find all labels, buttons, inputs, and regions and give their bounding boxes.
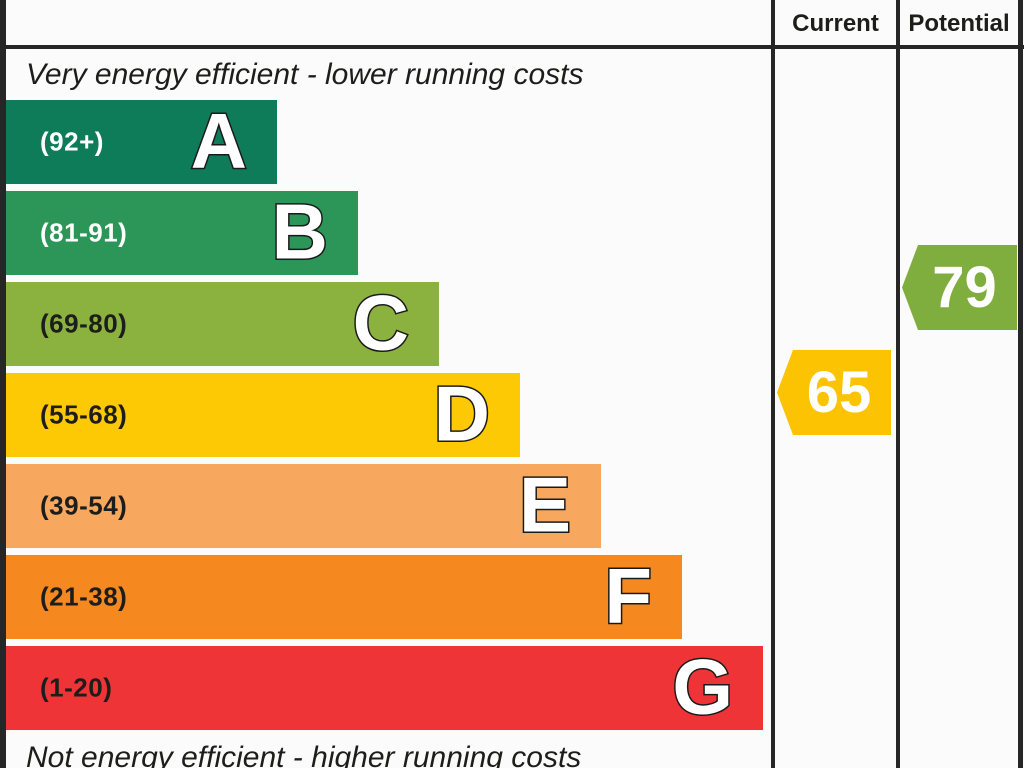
band-letter: G <box>671 642 735 731</box>
rating-band-bar: (92+) A <box>6 100 277 184</box>
potential-column-divider <box>896 0 900 768</box>
band-range-label: (21-38) <box>40 581 128 612</box>
band-range-label: (92+) <box>40 126 104 157</box>
rating-band-row: (92+) A <box>6 100 277 184</box>
band-letter: B <box>270 187 329 276</box>
band-letter: F <box>603 551 654 640</box>
rating-band-bar: (81-91) B <box>6 191 358 275</box>
current-column-header: Current <box>792 10 879 37</box>
band-letter: C <box>351 278 410 367</box>
rating-band-row: (1-20) G <box>6 646 763 730</box>
current-rating-value: 65 <box>806 359 872 425</box>
band-range-label: (69-80) <box>40 308 128 339</box>
rating-band-bar: (55-68) D <box>6 373 520 457</box>
top-caption: Very energy efficient - lower running co… <box>26 58 584 91</box>
rating-band-row: (39-54) E <box>6 464 601 548</box>
band-range-label: (39-54) <box>40 490 128 521</box>
chart-right-border <box>1018 0 1023 768</box>
band-range-label: (81-91) <box>40 217 128 248</box>
potential-rating-value: 79 <box>932 254 997 320</box>
potential-column-header: Potential <box>908 10 1010 37</box>
rating-band-bar: (21-38) F <box>6 555 682 639</box>
band-letter: E <box>517 460 572 549</box>
rating-band-bar: (39-54) E <box>6 464 601 548</box>
header-separator-line <box>0 45 1024 49</box>
rating-band-bar: (1-20) G <box>6 646 763 730</box>
rating-band-row: (81-91) B <box>6 191 358 275</box>
rating-band-row: (69-80) C <box>6 282 439 366</box>
chart-left-border <box>0 0 6 768</box>
band-range-label: (1-20) <box>40 672 113 703</box>
band-range-label: (55-68) <box>40 399 128 430</box>
bottom-caption: Not energy efficient - higher running co… <box>26 741 582 768</box>
current-column-divider <box>771 0 775 768</box>
current-rating-arrow: 65 <box>777 350 891 435</box>
rating-band-bar: (69-80) C <box>6 282 439 366</box>
potential-rating-arrow: 79 <box>902 245 1017 330</box>
rating-band-row: (55-68) D <box>6 373 520 457</box>
rating-band-row: (21-38) F <box>6 555 682 639</box>
band-letter: D <box>432 369 491 458</box>
band-letter: A <box>189 96 248 185</box>
